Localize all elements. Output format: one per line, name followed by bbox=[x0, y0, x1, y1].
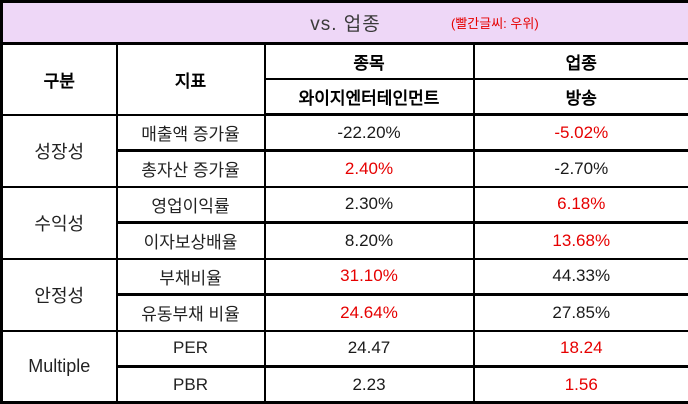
header-stock-name: 와이지엔터테인먼트 bbox=[263, 77, 475, 116]
industry-value-cell: 13.68% bbox=[472, 221, 688, 260]
page-title: vs. 업종 bbox=[310, 14, 381, 35]
indicator-cell: 유동부채 비율 bbox=[115, 293, 266, 332]
indicator-cell: 매출액 증가율 bbox=[115, 113, 266, 152]
header-industry-name: 방송 bbox=[472, 77, 688, 116]
stock-value-cell: 31.10% bbox=[263, 257, 475, 296]
header-stock-col: 종목 bbox=[263, 42, 475, 80]
category-cell-stability: 안정성 bbox=[0, 257, 118, 332]
title-row: vs. 업종 (빨간글씨: 우위) bbox=[0, 0, 688, 45]
table-row: 수익성 영업이익률 2.30% 6.18% bbox=[0, 185, 688, 260]
industry-value-cell: -2.70% bbox=[472, 149, 688, 188]
stock-value-cell: 2.30% bbox=[263, 185, 475, 224]
table-row: 성장성 매출액 증가율 -22.20% -5.02% bbox=[0, 113, 688, 188]
indicator-cell: 이자보상배율 bbox=[115, 221, 266, 260]
title-banner: vs. 업종 (빨간글씨: 우위) bbox=[0, 0, 688, 45]
table-row: PBR 2.23 1.56 bbox=[2, 365, 688, 404]
stock-value-cell: -22.20% bbox=[263, 113, 475, 152]
industry-value-cell: 6.18% bbox=[472, 185, 688, 224]
table-row: Multiple PER 24.47 18.24 bbox=[0, 329, 688, 404]
header-industry-col: 업종 bbox=[472, 42, 688, 80]
indicator-cell: 영업이익률 bbox=[115, 185, 266, 224]
table-row: 총자산 증가율 2.40% -2.70% bbox=[2, 149, 688, 188]
category-cell-growth: 성장성 bbox=[0, 113, 118, 188]
stock-value-cell: 2.23 bbox=[263, 365, 475, 404]
header-row-2: 와이지엔터테인먼트 방송 bbox=[2, 77, 688, 116]
table-row: 이자보상배율 8.20% 13.68% bbox=[2, 221, 688, 260]
industry-value-cell: 27.85% bbox=[472, 293, 688, 332]
indicator-cell: PBR bbox=[115, 365, 266, 404]
category-cell-multiple: Multiple bbox=[0, 329, 118, 404]
industry-value-cell: 1.56 bbox=[472, 365, 688, 404]
stock-value-cell: 24.47 bbox=[263, 329, 475, 368]
stock-value-cell: 24.64% bbox=[263, 293, 475, 332]
industry-value-cell: 44.33% bbox=[472, 257, 688, 296]
header-category: 구분 bbox=[0, 42, 118, 116]
stock-value-cell: 8.20% bbox=[263, 221, 475, 260]
indicator-cell: 총자산 증가율 bbox=[115, 149, 266, 188]
header-indicator: 지표 bbox=[115, 42, 266, 116]
header-row-1: 구분 지표 종목 업종 bbox=[0, 42, 688, 116]
legend-note: (빨간글씨: 우위) bbox=[451, 15, 539, 31]
indicator-cell: PER bbox=[115, 329, 266, 368]
industry-value-cell: 18.24 bbox=[472, 329, 688, 368]
table-row: 안정성 부채비율 31.10% 44.33% bbox=[0, 257, 688, 332]
table-row: 유동부채 비율 24.64% 27.85% bbox=[2, 293, 688, 332]
indicator-cell: 부채비율 bbox=[115, 257, 266, 296]
industry-value-cell: -5.02% bbox=[472, 113, 688, 152]
category-cell-profitability: 수익성 bbox=[0, 185, 118, 260]
stock-value-cell: 2.40% bbox=[263, 149, 475, 188]
